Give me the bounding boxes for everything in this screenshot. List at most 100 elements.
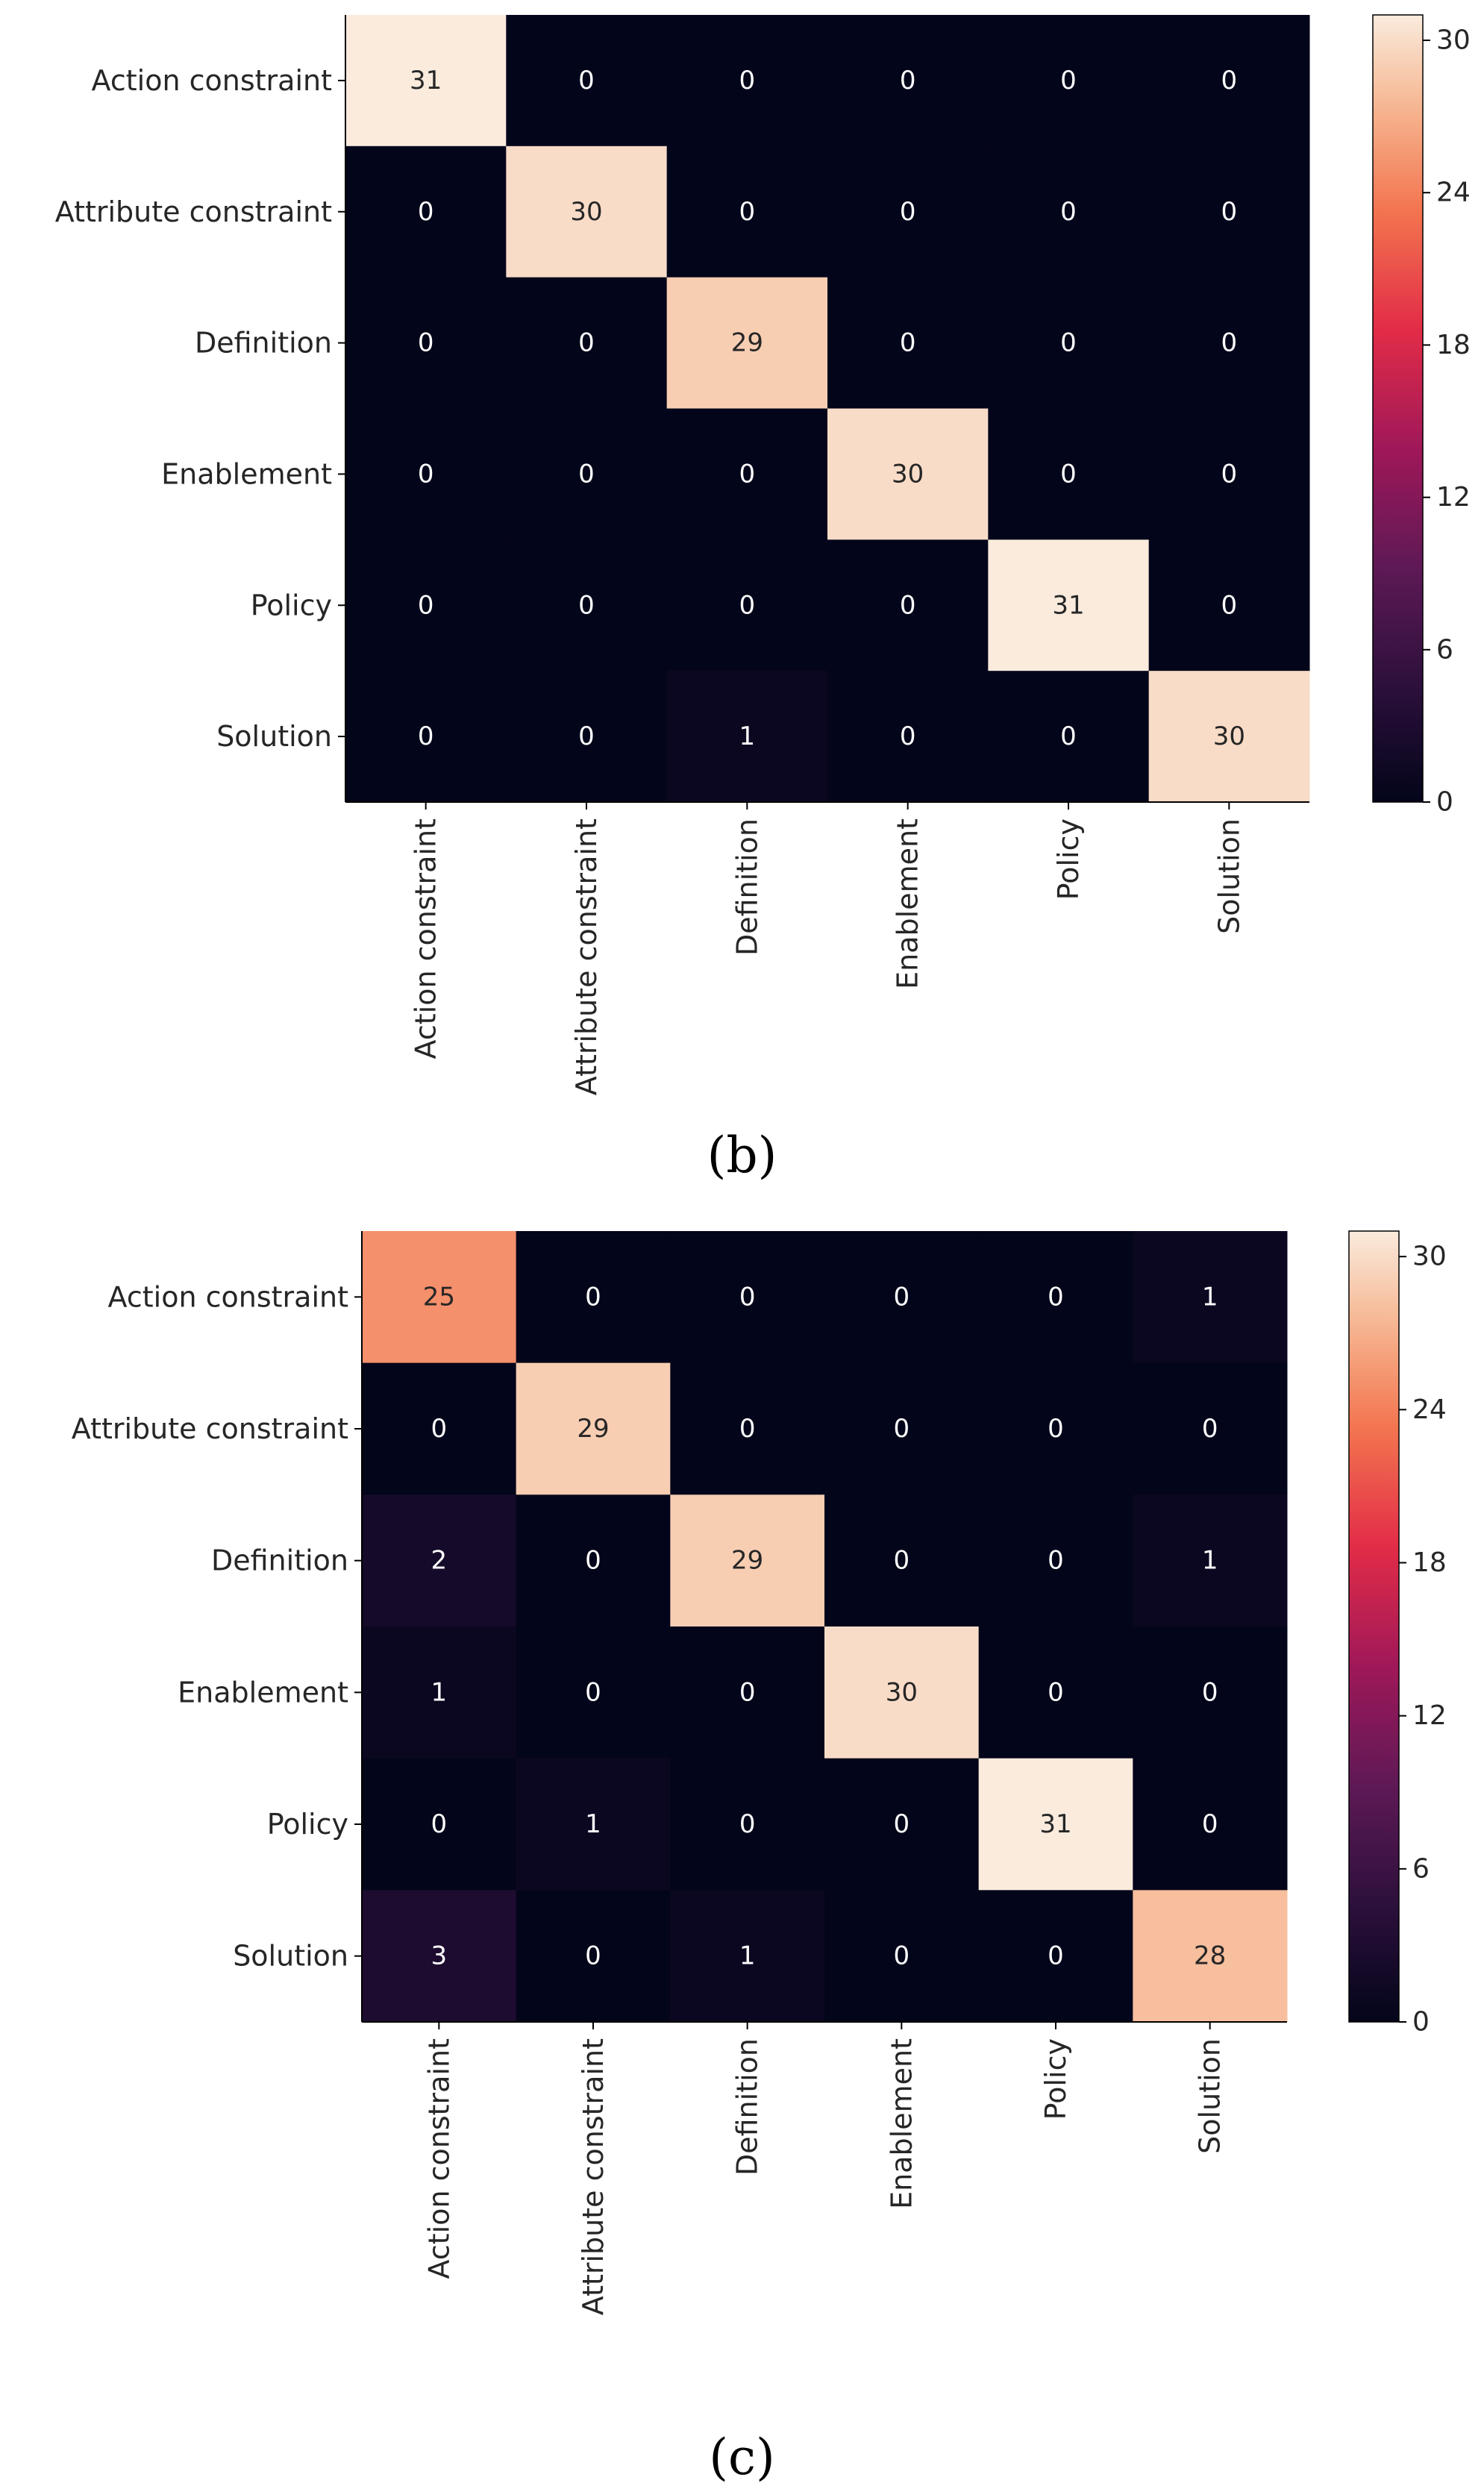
colorbar-c — [1349, 1231, 1399, 2022]
y-tick-label-c-2: Definition — [211, 1544, 348, 1577]
cell-label-c-r1-c0: 0 — [431, 1414, 448, 1444]
y-tick-label-c-5: Solution — [233, 1940, 348, 1973]
cell-b-r2-c4 — [988, 277, 1150, 409]
cell-label-b-r2-c3: 0 — [900, 328, 916, 358]
cell-label-b-r0-c0: 31 — [410, 66, 442, 96]
cell-label-b-r2-c5: 0 — [1221, 328, 1238, 358]
heatmap-panel-b: 31 0 0 0 0 0 0 30 0 0 0 0 0 0 29 0 0 0 0 0 0 30 0 0 0 0 0 0 31 0 0 0 1 0 0… — [0, 0, 1484, 1216]
cell-label-c-r4-c1: 1 — [585, 1809, 601, 1839]
cell-label-c-r5-c0: 3 — [431, 1941, 448, 1971]
y-tick-label-b-1: Attribute constraint — [55, 195, 332, 228]
cell-label-c-r1-c1: 29 — [577, 1414, 609, 1444]
cell-label-c-r1-c2: 0 — [739, 1414, 756, 1444]
cell-c-r0-c0 — [362, 1231, 517, 1364]
cell-label-b-r1-c5: 0 — [1221, 197, 1238, 227]
cell-label-b-r5-c2: 1 — [739, 721, 756, 751]
cell-b-r4-c5 — [1148, 539, 1310, 671]
colorbar-tick-label-b-3: 18 — [1436, 330, 1471, 360]
cell-c-r1-c1 — [516, 1362, 671, 1495]
cell-c-r4-c2 — [670, 1758, 825, 1891]
y-tick-label-c-0: Action constraint — [108, 1280, 348, 1313]
cell-label-c-r2-c2: 29 — [731, 1546, 763, 1576]
cell-label-c-r0-c5: 1 — [1202, 1282, 1218, 1312]
cell-c-r3-c0 — [362, 1626, 517, 1759]
cell-b-r2-c5 — [1148, 277, 1310, 409]
cell-label-b-r3-c3: 30 — [892, 459, 924, 489]
cell-c-r5-c0 — [362, 1890, 517, 2023]
cell-c-r1-c0 — [362, 1362, 517, 1495]
cell-label-c-r5-c4: 0 — [1048, 1941, 1064, 1971]
y-tick-label-b-3: Enablement — [161, 457, 332, 490]
cell-label-b-r0-c1: 0 — [578, 66, 595, 96]
cell-label-c-r2-c0: 2 — [431, 1546, 448, 1576]
cell-label-c-r2-c5: 1 — [1202, 1546, 1218, 1576]
cell-c-r4-c4 — [978, 1758, 1133, 1891]
cell-c-r4-c0 — [362, 1758, 517, 1891]
cell-label-c-r5-c2: 1 — [739, 1941, 756, 1971]
cell-c-r0-c1 — [516, 1231, 671, 1364]
x-tick-label-b-2: Definition — [730, 818, 763, 956]
cell-b-r0-c4 — [988, 15, 1150, 147]
cell-c-r0-c2 — [670, 1231, 825, 1364]
cell-label-b-r3-c1: 0 — [578, 459, 595, 489]
x-tick-label-c-0: Action constraint — [422, 2038, 455, 2279]
cell-label-c-r1-c5: 0 — [1202, 1414, 1218, 1444]
y-tick-label-b-5: Solution — [216, 720, 332, 753]
cell-label-b-r0-c5: 0 — [1221, 66, 1238, 96]
cell-b-r5-c4 — [988, 671, 1150, 803]
cell-b-r1-c2 — [666, 145, 828, 278]
x-tick-label-c-1: Attribute constraint — [577, 2038, 610, 2315]
cell-c-r2-c4 — [978, 1494, 1133, 1627]
cell-c-r1-c3 — [824, 1362, 980, 1495]
caption-c: (c) — [709, 2429, 775, 2486]
cell-c-r3-c4 — [978, 1626, 1133, 1759]
y-tick-label-b-0: Action constraint — [92, 64, 332, 97]
cell-label-c-r2-c1: 0 — [585, 1546, 601, 1576]
cell-label-b-r4-c4: 31 — [1052, 590, 1084, 620]
x-tick-label-b-1: Attribute constraint — [570, 818, 603, 1095]
x-tick-label-b-0: Action constraint — [410, 818, 442, 1059]
cell-b-r5-c2 — [666, 671, 828, 803]
heatmap-b: 31 0 0 0 0 0 0 30 0 0 0 0 0 0 29 0 0 0 0 0 0 30 0 0 0 0 0 0 31 0 0 0 1 0 0… — [55, 14, 1471, 1095]
cell-b-r3-c1 — [506, 408, 668, 540]
cell-label-c-r4-c3: 0 — [894, 1809, 910, 1839]
cell-c-r1-c2 — [670, 1362, 825, 1495]
cell-label-b-r1-c3: 0 — [900, 197, 916, 227]
cell-label-b-r0-c2: 0 — [739, 66, 756, 96]
heatmap-c: 25 0 0 0 0 10 29 0 0 0 02 0 29 0 0 11 0 0 30 0 00 1 0 0 31 03 0 1 0 0… — [72, 1230, 1447, 2315]
cell-label-c-r0-c2: 0 — [739, 1282, 756, 1312]
colorbar-tick-label-c-0: 0 — [1412, 2007, 1430, 2038]
cell-c-r5-c4 — [978, 1890, 1133, 2023]
cell-c-r5-c2 — [670, 1890, 825, 2023]
cell-b-r2-c3 — [827, 277, 989, 409]
cell-c-r0-c4 — [978, 1231, 1133, 1364]
cell-b-r4-c0 — [345, 539, 507, 671]
cell-b-r1-c3 — [827, 145, 989, 278]
cell-b-r3-c4 — [988, 408, 1150, 540]
cell-c-r2-c2 — [670, 1494, 825, 1627]
cell-label-b-r0-c3: 0 — [900, 66, 916, 96]
colorbar-tick-label-c-5: 30 — [1412, 1242, 1447, 1272]
colorbar-frame-b — [1372, 14, 1424, 803]
x-tick-label-c-4: Policy — [1039, 2038, 1072, 2120]
cell-label-b-r3-c0: 0 — [418, 459, 434, 489]
cell-label-c-r2-c4: 0 — [1048, 1546, 1064, 1576]
cell-label-c-r3-c1: 0 — [585, 1677, 601, 1707]
x-tick-label-b-3: Enablement — [892, 818, 924, 989]
cell-label-c-r1-c4: 0 — [1048, 1414, 1064, 1444]
cell-label-b-r3-c2: 0 — [739, 459, 756, 489]
cell-label-c-r0-c3: 0 — [894, 1282, 910, 1312]
cell-c-r3-c5 — [1133, 1626, 1288, 1759]
colorbar-tick-label-c-3: 18 — [1412, 1547, 1447, 1578]
cell-b-r0-c3 — [827, 15, 989, 147]
cell-b-r0-c1 — [506, 15, 668, 147]
cell-b-r2-c0 — [345, 277, 507, 409]
cell-b-r3-c3 — [827, 408, 989, 540]
cell-b-r4-c1 — [506, 539, 668, 671]
colorbar-tick-label-c-4: 24 — [1412, 1394, 1447, 1425]
cell-b-r5-c3 — [827, 671, 989, 803]
cell-b-r5-c5 — [1148, 671, 1310, 803]
cell-label-c-r3-c3: 30 — [886, 1677, 918, 1707]
cell-label-c-r3-c5: 0 — [1202, 1677, 1218, 1707]
cell-label-c-r2-c3: 0 — [894, 1546, 910, 1576]
